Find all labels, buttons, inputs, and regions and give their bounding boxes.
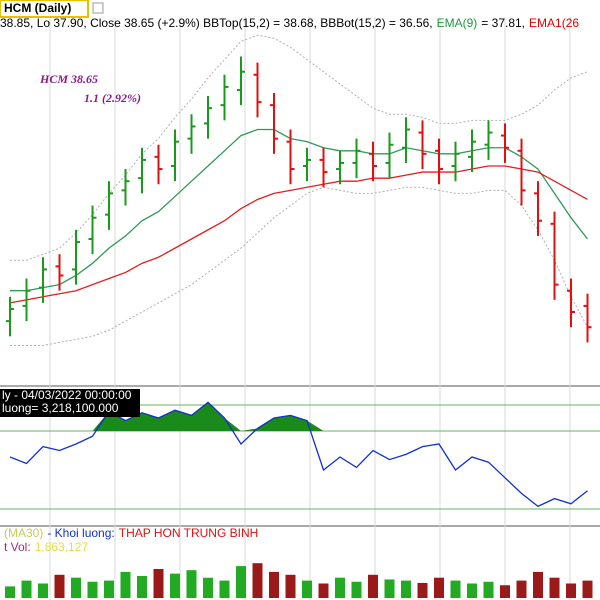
osc-fill [175,410,192,431]
chart-title: HCM (Daily) [4,1,71,15]
volume-label-part: - Khoi luong: [47,526,114,540]
volume-bar [71,577,81,598]
volume-label-part: (MA30) [4,526,43,540]
volume-bar [236,566,246,598]
volume-bar [450,580,461,598]
volume-bar [153,569,164,598]
volume-bar [335,577,345,598]
volume-bar [252,563,263,598]
volume-bar [417,582,428,598]
volume-bar [351,581,362,598]
osc-fill [158,410,175,431]
close-box[interactable] [92,2,104,14]
indicator-line [10,186,588,346]
info-line: 38.85, Lo 37.90, Close 38.65 (+2.9%) BBT… [0,16,579,30]
osc-fill [125,412,142,431]
volume-bar [467,583,477,598]
volume-bar [285,574,296,598]
volume-bar [5,586,15,598]
volume-bar [500,585,510,598]
annotation-sub: 1.1 (2.92%) [84,91,141,105]
volume-bar [434,577,444,598]
indicator-line [9,165,588,304]
osc-fill [241,428,258,431]
label-bg [0,389,140,417]
volume-bar [170,573,180,598]
volume-bar [186,570,197,598]
volume-label: t Vol: 1,863,127 [4,540,88,554]
volume-label-part: t Vol: [4,540,31,554]
osc-fill [274,415,291,431]
osc-fill [191,402,208,431]
volume-label-part: 1,863,127 [35,540,89,554]
volume-bar [516,580,527,598]
volume-bar [533,571,543,598]
volume-bar [54,574,65,598]
volume-bar [104,580,114,598]
osc-fill [208,402,225,431]
volume-bar [38,583,48,598]
info-part: = 37.81, [481,16,525,30]
info-part: EMA1(26 [529,16,579,30]
volume-bar [21,580,32,598]
volume-bar [401,580,411,598]
volume-bar [566,583,576,598]
volume-bar [318,583,329,598]
volume-bar [302,580,312,598]
volume-bar [384,579,395,598]
volume-bar [483,581,494,598]
indicator-line [10,128,589,292]
title-box [0,0,89,18]
volume-bar [582,580,593,598]
volume-bar [87,581,98,598]
volume-bar [368,574,378,598]
volume-label: (MA30) - Khoi luong: THAP HON TRUNG BINH [4,526,258,540]
info-part: EMA(9) [437,16,478,30]
volume-bar [269,571,279,598]
header-bar [0,0,600,17]
indicator-line [10,34,588,261]
osc-label: luong= 3,218,100.000 [2,401,119,415]
volume-bar [137,575,147,598]
annotation: HCM 38.65 [39,72,98,86]
osc-label: ly - 04/03/2022 00:00:00 [2,388,132,402]
info-part: 38.85, Lo 37.90, Close 38.65 (+2.9%) BBT… [0,16,433,30]
osc-fill [224,418,241,431]
volume-bar [203,577,213,598]
volume-bar [549,577,560,598]
volume-bar [120,571,131,598]
volume-label-part: THAP HON TRUNG BINH [119,526,259,540]
osc-fill [290,415,307,431]
osc-fill [307,420,324,431]
volume-bar [219,580,230,598]
